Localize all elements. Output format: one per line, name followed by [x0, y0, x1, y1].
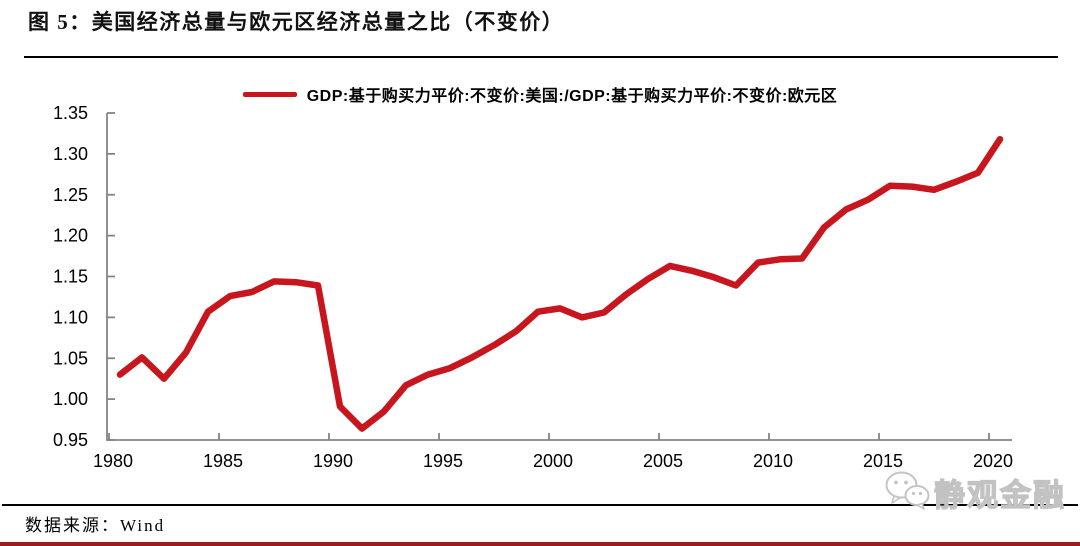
legend-label: GDP:基于购买力平价:不变价:美国:/GDP:基于购买力平价:不变价:欧元区: [306, 88, 838, 105]
wechat-icon: [884, 470, 930, 515]
chart-legend: GDP:基于购买力平价:不变价:美国:/GDP:基于购买力平价:不变价:欧元区: [0, 82, 1080, 106]
svg-text:2005: 2005: [643, 451, 683, 471]
title-divider: [24, 56, 1058, 58]
svg-text:1985: 1985: [203, 451, 243, 471]
footer-divider: [2, 504, 1078, 506]
svg-text:1990: 1990: [313, 451, 353, 471]
svg-text:2015: 2015: [863, 451, 903, 471]
data-source-text: 数据来源：Wind: [25, 516, 166, 535]
svg-text:1.05: 1.05: [53, 348, 88, 368]
bottom-red-bar: [0, 542, 1080, 546]
svg-text:1.10: 1.10: [53, 307, 88, 327]
svg-text:1.20: 1.20: [53, 226, 88, 246]
svg-text:1.35: 1.35: [53, 103, 88, 123]
svg-text:1.30: 1.30: [53, 144, 88, 164]
figure-title: 图 5：美国经济总量与欧元区经济总量之比（不变价）: [28, 10, 565, 34]
legend-line-swatch: [242, 91, 297, 97]
watermark: 静观金融: [884, 470, 1066, 515]
svg-text:2000: 2000: [533, 451, 573, 471]
svg-text:2010: 2010: [753, 451, 793, 471]
svg-text:1.15: 1.15: [53, 267, 88, 287]
svg-text:1995: 1995: [423, 451, 463, 471]
svg-text:0.95: 0.95: [53, 430, 88, 450]
svg-text:2020: 2020: [973, 451, 1013, 471]
svg-text:1.00: 1.00: [53, 389, 88, 409]
svg-text:1.25: 1.25: [53, 185, 88, 205]
watermark-text: 静观金融: [933, 477, 1066, 513]
svg-text:1980: 1980: [93, 451, 133, 471]
